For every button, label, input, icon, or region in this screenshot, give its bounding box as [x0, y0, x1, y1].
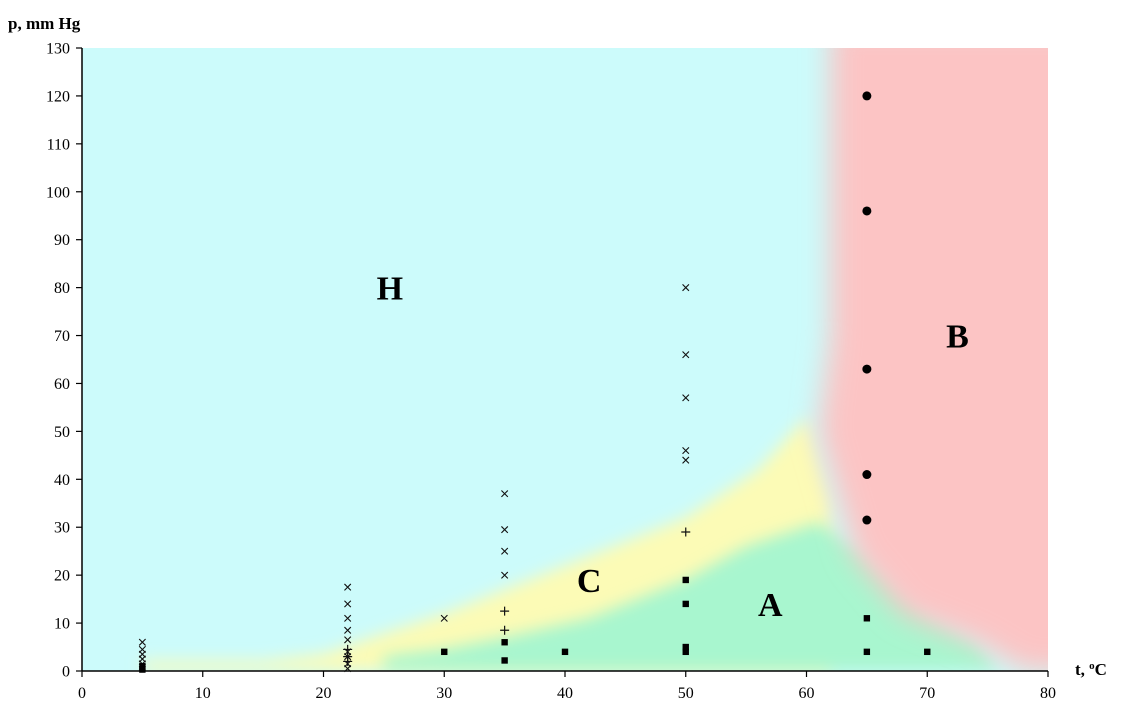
- cross-marker: [344, 614, 352, 622]
- y-tick-label: 60: [54, 376, 70, 393]
- circle-marker: [862, 470, 872, 480]
- x-tick-label: 60: [799, 685, 815, 702]
- x-axis-title: t, oC: [1075, 660, 1107, 679]
- y-tick-label: 0: [62, 664, 70, 681]
- x-tick-label: 0: [78, 685, 86, 702]
- square-marker: [561, 648, 569, 656]
- plot-area: [82, 48, 1048, 671]
- circle-marker: [862, 364, 872, 374]
- x-axis-title-unit: C: [1095, 660, 1107, 679]
- y-axis-ticks: 0 10 20 30 40 50 60 70 80 90 100 110 120 130: [46, 41, 82, 681]
- region-label-c: C: [577, 563, 602, 600]
- y-tick-label: 10: [54, 616, 70, 633]
- axes: 0 10 20 30 40 50 60 70 80 0 10 20 30 40 50 60 70 80 90 100…: [46, 41, 1056, 703]
- cross-marker: [138, 638, 146, 646]
- square-marker: [682, 648, 689, 656]
- x-tick-label: 30: [436, 685, 452, 702]
- y-tick-label: 30: [54, 520, 70, 537]
- square-marker: [682, 576, 689, 584]
- plus-marker: [500, 606, 510, 616]
- square-marker: [682, 600, 689, 608]
- y-tick-label: 130: [46, 41, 70, 58]
- cross-marker: [344, 636, 352, 644]
- x-axis-title-main: t,: [1075, 660, 1089, 679]
- y-tick-label: 80: [54, 280, 70, 297]
- plus-marker: [681, 527, 691, 537]
- x-tick-label: 80: [1040, 685, 1056, 702]
- region-label-a: A: [758, 587, 783, 624]
- x-axis-title-degree: o: [1089, 660, 1095, 672]
- y-tick-label: 70: [54, 328, 70, 345]
- circle-marker: [862, 91, 872, 101]
- cross-marker: [682, 284, 690, 292]
- circle-marker: [862, 206, 872, 216]
- cross-marker: [344, 626, 352, 634]
- y-tick-label: 120: [46, 88, 70, 105]
- region-label-h: H: [377, 271, 403, 308]
- cross-marker: [501, 571, 509, 579]
- x-tick-label: 70: [919, 685, 935, 702]
- region-labels: H C A B: [377, 271, 969, 624]
- cross-marker: [682, 394, 690, 402]
- cross-marker: [682, 446, 690, 455]
- y-axis-title: p, mm Hg: [8, 14, 81, 33]
- cross-marker: [344, 600, 352, 608]
- region-a-fill: [383, 522, 1000, 671]
- plus-marker: [500, 625, 510, 635]
- cross-marker: [501, 547, 509, 555]
- y-tick-label: 100: [46, 184, 70, 201]
- square-marker: [501, 639, 508, 646]
- square-marker: [863, 615, 871, 622]
- x-tick-label: 50: [678, 685, 694, 702]
- square-marker: [139, 666, 146, 673]
- x-tick-label: 20: [316, 685, 332, 702]
- square-marker: [924, 648, 931, 656]
- circle-marker: [862, 515, 872, 525]
- x-tick-label: 40: [557, 685, 573, 702]
- square-marker: [139, 663, 146, 670]
- region-label-b: B: [946, 319, 969, 356]
- cross-marker: [682, 456, 690, 464]
- x-tick-label: 10: [195, 685, 211, 702]
- y-tick-label: 20: [54, 568, 70, 585]
- x-axis-ticks: 0 10 20 30 40 50 60 70 80: [78, 671, 1056, 702]
- square-marker: [441, 648, 448, 656]
- square-marker: [863, 648, 871, 656]
- y-tick-label: 90: [54, 232, 70, 249]
- y-tick-label: 110: [47, 136, 70, 153]
- square-marker: [682, 643, 689, 651]
- data-markers: [138, 91, 931, 673]
- cross-marker: [440, 614, 448, 622]
- cross-marker: [344, 665, 352, 673]
- square-marker: [501, 657, 508, 664]
- plus-marker: [343, 656, 353, 666]
- region-b-fill: [818, 48, 1048, 671]
- cross-marker: [344, 583, 352, 591]
- y-tick-label: 40: [54, 472, 70, 489]
- cross-marker: [501, 526, 509, 534]
- y-tick-label: 50: [54, 424, 70, 441]
- cross-marker: [682, 351, 690, 359]
- cross-marker: [501, 490, 509, 498]
